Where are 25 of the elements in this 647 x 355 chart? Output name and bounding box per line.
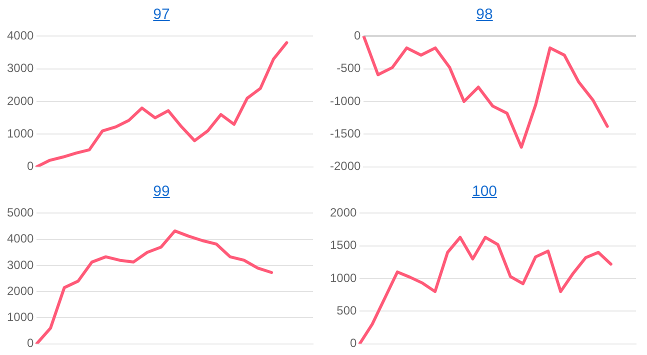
y-tick-label: -1000 <box>330 94 362 108</box>
chart-title: 99 <box>152 182 171 202</box>
y-tick-label: 0 <box>350 336 358 350</box>
y-tick-label: 1500 <box>330 238 358 252</box>
y-tick-label: 0 <box>27 159 34 174</box>
y-tick-label: 1000 <box>330 270 358 285</box>
y-tick-label: 2000 <box>330 206 358 220</box>
y-tick-label: 2000 <box>6 284 34 298</box>
y-tick-label: 3000 <box>6 61 34 76</box>
y-tick-label: 3000 <box>6 258 34 272</box>
y-tick-label: 4000 <box>6 28 34 43</box>
y-tick-label: -2000 <box>330 159 362 174</box>
chart-title: 97 <box>152 5 171 25</box>
y-tick-label: -1500 <box>330 126 362 140</box>
y-tick-label: -500 <box>336 61 362 76</box>
chart-title: 98 <box>475 5 494 25</box>
y-tick-label: 4000 <box>6 232 34 246</box>
y-tick-label: 2000 <box>6 94 34 108</box>
y-tick-label: 1000 <box>6 310 34 324</box>
y-tick-label: 1000 <box>6 126 34 140</box>
y-tick-label: 0 <box>27 336 34 350</box>
y-tick-label: 500 <box>336 303 358 318</box>
chart-title: 100 <box>470 182 498 202</box>
y-tick-label: 0 <box>354 28 362 43</box>
y-tick-label: 5000 <box>6 206 34 220</box>
